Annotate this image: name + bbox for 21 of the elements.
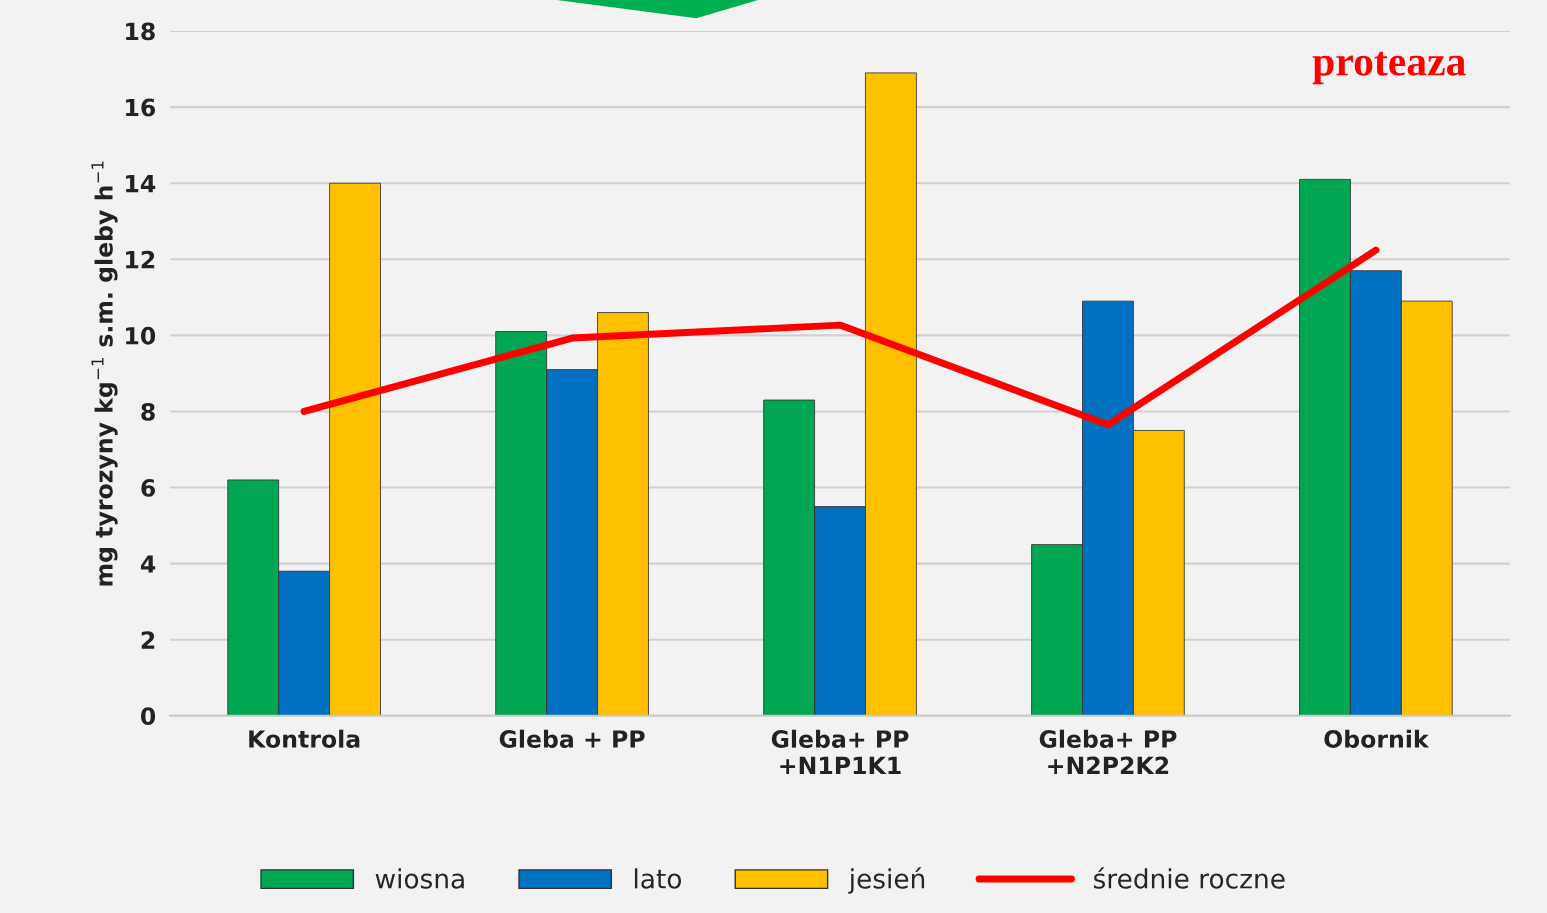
y-tick-label: 18	[126, 22, 155, 41]
y-tick-label: 14	[126, 174, 156, 193]
legend-label: lato	[634, 868, 682, 889]
x-tick-label: Gleba+ PP +N2P2K2	[1039, 729, 1177, 775]
x-tick-label: Kontrola	[249, 729, 360, 748]
y-tick-label: 4	[140, 555, 156, 573]
y-tick-label: 2	[141, 631, 155, 649]
x-tick-label: Gleba + PP	[499, 729, 645, 748]
y-tick-label: 0	[140, 707, 156, 726]
legend-label: jesień	[848, 867, 925, 894]
chart-title: proteaza	[1312, 51, 1466, 85]
y-tick-label: 8	[141, 402, 155, 421]
y-axis-title: mg tyrozyny kg$^{−1}$ s.m. gleby h$^{−1}$	[91, 161, 118, 586]
legend-label: średnie roczne	[1094, 867, 1285, 889]
x-tick-label: Gleba+ PP +N1P1K1	[771, 729, 909, 775]
y-tick-label: 12	[126, 250, 155, 269]
x-tick-label: Obornik	[1324, 729, 1430, 748]
legend-label: wiosna	[375, 868, 464, 889]
y-tick-label: 6	[141, 479, 156, 497]
y-tick-label: 10	[126, 326, 156, 345]
y-tick-label: 16	[126, 98, 156, 117]
